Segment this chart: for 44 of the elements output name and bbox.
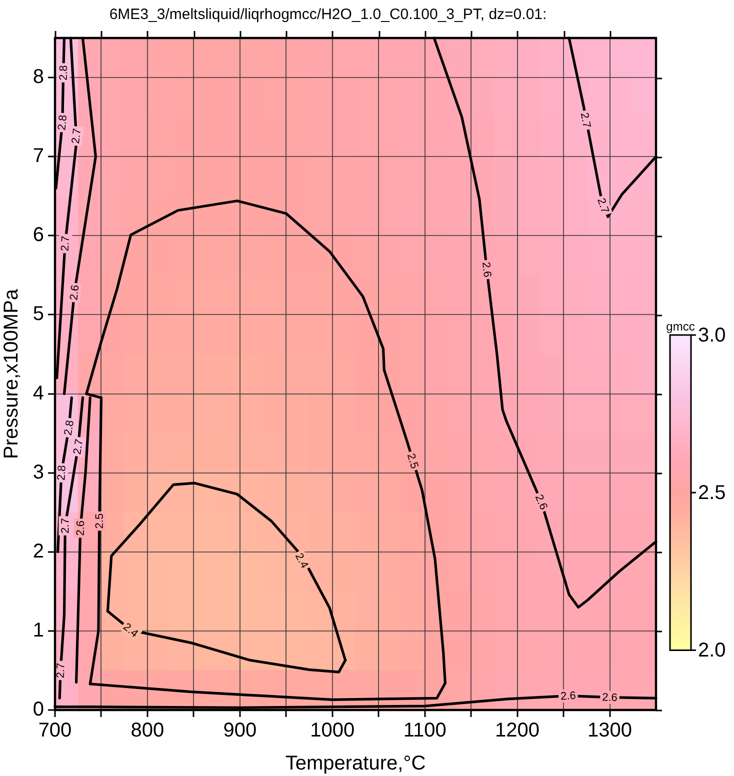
y-tick-label: 8 [32, 66, 44, 88]
y-axis-title: Pressure,x100MPa [0, 288, 23, 460]
annotation: 2.6 [74, 520, 88, 536]
annotation: 2.7 [54, 662, 68, 678]
annotation: 2.6 [560, 690, 576, 703]
color-bar-label: 2.5 [698, 482, 726, 504]
y-tick-label: 0 [32, 698, 44, 721]
color-bar-label: 2.0 [698, 640, 726, 662]
annotation: 2.7 [60, 518, 72, 534]
x-axis-title: Temperature,°C [285, 752, 426, 775]
annotation: 2.4 [292, 551, 310, 570]
annotation: 2.5 [94, 513, 106, 529]
annotation: 2.6 [602, 692, 618, 704]
annotation: 2.7 [70, 128, 84, 144]
y-tick-label: 4 [32, 382, 44, 404]
x-tick-label: 800 [130, 720, 164, 742]
x-tick-label: 1300 [588, 720, 632, 742]
annotation: 2.4 [120, 621, 140, 640]
annotation: 2.8 [56, 114, 70, 131]
annotation: 2.6 [68, 284, 82, 301]
annotation: 2.7 [594, 196, 611, 215]
y-tick-label: 7 [32, 145, 44, 168]
annotation: 2.7 [71, 438, 86, 456]
annotation: 2.8 [58, 65, 70, 81]
y-tick-label: 6 [32, 224, 44, 246]
annotation: 2.6 [532, 492, 550, 512]
y-tick-label: 1 [32, 619, 44, 642]
x-tick-label: 1100 [403, 720, 446, 742]
annotation: 2.6 [480, 261, 494, 278]
y-tick-label: 2 [32, 540, 44, 562]
x-tick-label: 1200 [495, 720, 540, 742]
x-tick-label: 1000 [310, 720, 355, 742]
x-tick-label: 900 [223, 720, 257, 742]
annotation: 2.7 [59, 236, 72, 252]
y-tick-label: 3 [32, 461, 44, 484]
annotation: 2.8 [56, 464, 68, 481]
annotation: 2.8 [62, 419, 77, 436]
annotation: 2.5 [404, 452, 420, 470]
color-bar-label: 3.0 [698, 324, 726, 347]
chart-title: 6ME3_3/meltsliquid/liqrhogmcc/H2O_1.0_C0.100_3_PT, dz=0.01: [109, 6, 547, 24]
y-tick-label: 5 [32, 303, 44, 326]
annotation: 2.7 [578, 112, 593, 129]
color-bar-title: gmcc [666, 319, 695, 334]
x-tick-label: 700 [38, 720, 72, 742]
